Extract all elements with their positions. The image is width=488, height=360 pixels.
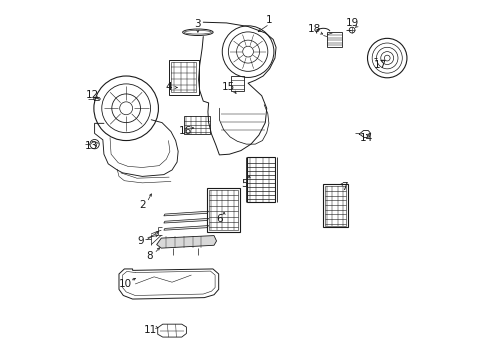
Polygon shape	[158, 324, 186, 337]
Text: 12: 12	[85, 90, 99, 100]
Text: 9: 9	[137, 236, 143, 246]
Text: 10: 10	[119, 279, 132, 289]
Text: 6: 6	[216, 215, 222, 224]
Text: 14: 14	[359, 133, 372, 143]
Text: 2: 2	[139, 200, 145, 210]
Bar	[208, 190, 238, 230]
Polygon shape	[163, 226, 208, 230]
Text: 1: 1	[266, 15, 272, 26]
Text: 18: 18	[307, 24, 321, 35]
Bar	[206, 188, 239, 232]
Bar	[230, 76, 244, 91]
Polygon shape	[156, 235, 216, 248]
Bar	[324, 186, 346, 226]
Bar	[247, 157, 275, 202]
Text: 16: 16	[178, 126, 192, 135]
Polygon shape	[163, 211, 208, 216]
Text: 4: 4	[165, 82, 172, 92]
Text: 11: 11	[143, 325, 157, 335]
Bar	[323, 184, 347, 227]
Text: 7: 7	[341, 182, 347, 192]
Polygon shape	[163, 219, 208, 223]
Text: 5: 5	[241, 179, 247, 189]
Polygon shape	[119, 269, 218, 299]
Text: 17: 17	[373, 60, 386, 70]
Text: 15: 15	[222, 82, 235, 93]
Text: 13: 13	[84, 141, 98, 151]
Text: 3: 3	[194, 19, 201, 29]
Text: 19: 19	[346, 18, 359, 28]
Text: 8: 8	[146, 251, 152, 261]
Bar	[184, 116, 210, 134]
Bar	[171, 62, 196, 93]
Bar	[169, 59, 198, 95]
Bar	[326, 32, 341, 46]
